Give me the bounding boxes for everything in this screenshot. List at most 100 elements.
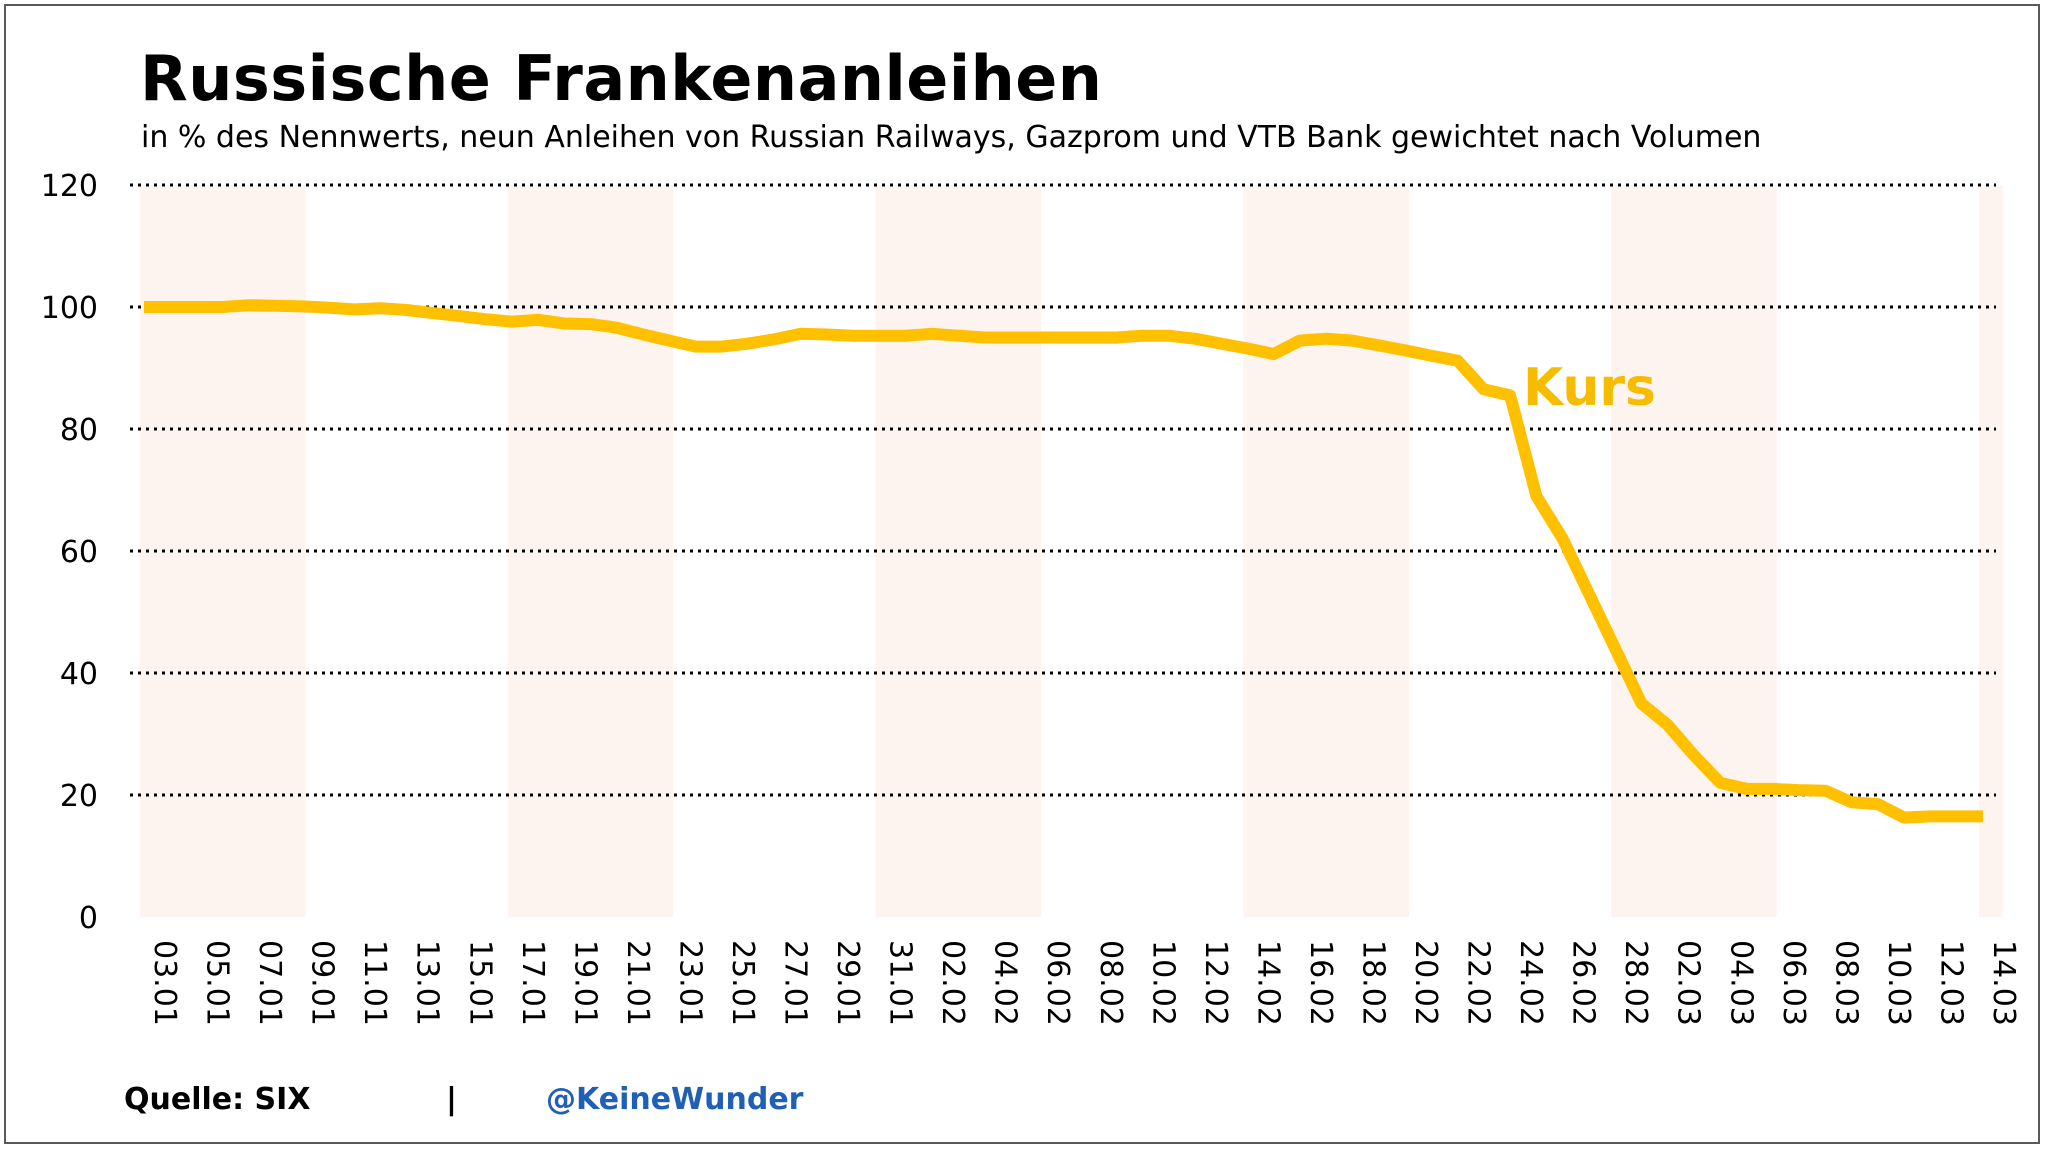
data-point (222, 307, 223, 308)
data-point (1431, 355, 1432, 356)
x-tick-label: 27.01 (778, 940, 813, 1026)
data-point (1694, 755, 1695, 756)
data-point (301, 306, 302, 307)
source-label: Quelle: SIX (124, 1082, 311, 1117)
data-point (1326, 338, 1327, 339)
data-point (1615, 648, 1616, 649)
x-tick-label: 08.03 (1828, 940, 1863, 1026)
data-point (196, 307, 197, 308)
data-point (1089, 337, 1090, 338)
x-tick-label: 15.01 (462, 940, 497, 1026)
shaded-band-5 (1611, 185, 1777, 917)
x-axis-tick-labels: 03.01 05.01 07.01 09.01 11.01 13.01 15.01 17.01… (147, 940, 2021, 1026)
x-tick-label: 11.01 (357, 940, 392, 1026)
x-tick-label: 31.01 (883, 940, 918, 1026)
data-point (669, 340, 670, 341)
data-point (380, 308, 381, 309)
data-point (1378, 345, 1379, 346)
data-point (1273, 353, 1274, 354)
x-tick-label: 03.01 (147, 940, 182, 1026)
footer-separator: | (446, 1082, 457, 1117)
x-tick-label: 19.01 (567, 940, 602, 1026)
y-tick-label: 80 (60, 413, 98, 448)
x-tick-label: 02.02 (935, 940, 970, 1026)
data-point (1877, 804, 1878, 805)
data-point (1536, 496, 1537, 497)
data-point (774, 339, 775, 340)
series-group (144, 299, 1984, 824)
x-tick-label: 25.01 (725, 940, 760, 1026)
x-tick-label: 16.02 (1303, 940, 1338, 1026)
x-tick-label: 20.02 (1408, 940, 1443, 1026)
shaded-week-bands (140, 185, 2003, 917)
x-tick-label: 18.02 (1355, 940, 1390, 1026)
data-point (1194, 338, 1195, 339)
data-point (1063, 337, 1064, 338)
y-tick-label: 20 (60, 779, 98, 814)
x-tick-label: 04.02 (988, 940, 1023, 1026)
shaded-band-4 (1243, 185, 1409, 917)
x-tick-label: 09.01 (305, 940, 340, 1026)
data-point (1983, 816, 1984, 817)
data-point (406, 310, 407, 311)
x-tick-label: 08.02 (1093, 940, 1128, 1026)
data-point (1457, 360, 1458, 361)
data-point (800, 333, 801, 334)
data-point (1405, 350, 1406, 351)
x-tick-label: 14.02 (1250, 940, 1285, 1026)
data-point (1772, 788, 1773, 789)
data-point (643, 334, 644, 335)
data-point (1116, 337, 1117, 338)
data-point (1641, 703, 1642, 704)
y-tick-label: 40 (60, 657, 98, 692)
data-point (1956, 816, 1957, 817)
x-tick-label: 12.02 (1198, 940, 1233, 1026)
x-tick-label: 14.03 (1986, 940, 2021, 1026)
data-point (1510, 395, 1511, 396)
data-point (1930, 816, 1931, 817)
data-point (1667, 724, 1668, 725)
x-tick-label: 17.01 (515, 940, 550, 1026)
x-tick-label: 06.03 (1776, 940, 1811, 1026)
data-point (1037, 337, 1038, 338)
author-handle: @KeineWunder (546, 1082, 804, 1117)
data-point (538, 319, 539, 320)
x-tick-label: 10.03 (1881, 940, 1916, 1026)
data-point (853, 335, 854, 336)
data-point (984, 337, 985, 338)
data-point (958, 335, 959, 336)
data-point (1221, 343, 1222, 344)
x-tick-label: 07.01 (252, 940, 287, 1026)
y-tick-label: 0 (79, 901, 98, 936)
x-tick-label: 12.03 (1933, 940, 1968, 1026)
data-point (721, 346, 722, 347)
data-point (1562, 538, 1563, 539)
data-point (1352, 340, 1353, 341)
data-point (275, 305, 276, 306)
data-point (932, 333, 933, 334)
data-point (432, 313, 433, 314)
data-point (511, 321, 512, 322)
data-point (616, 327, 617, 328)
data-point (170, 307, 171, 308)
x-tick-label: 22.02 (1461, 940, 1496, 1026)
data-point (1010, 337, 1011, 338)
data-point (249, 305, 250, 306)
chart-subtitle: in % des Nennwerts, neun Anleihen von Ru… (141, 120, 1762, 155)
x-tick-label: 04.03 (1723, 940, 1758, 1026)
data-point (1720, 782, 1721, 783)
y-tick-label: 60 (60, 535, 98, 570)
data-point (1142, 335, 1143, 336)
data-point (748, 343, 749, 344)
data-point (590, 324, 591, 325)
x-tick-label: 10.02 (1145, 940, 1180, 1026)
y-tick-label: 120 (41, 169, 98, 204)
chart-title: Russische Frankenanleihen (140, 42, 1103, 115)
shaded-band-3 (875, 185, 1042, 917)
data-point (1168, 335, 1169, 336)
x-tick-label: 26.02 (1566, 940, 1601, 1026)
data-point (1588, 593, 1589, 594)
x-tick-label: 29.01 (830, 940, 865, 1026)
data-point (1904, 817, 1905, 818)
